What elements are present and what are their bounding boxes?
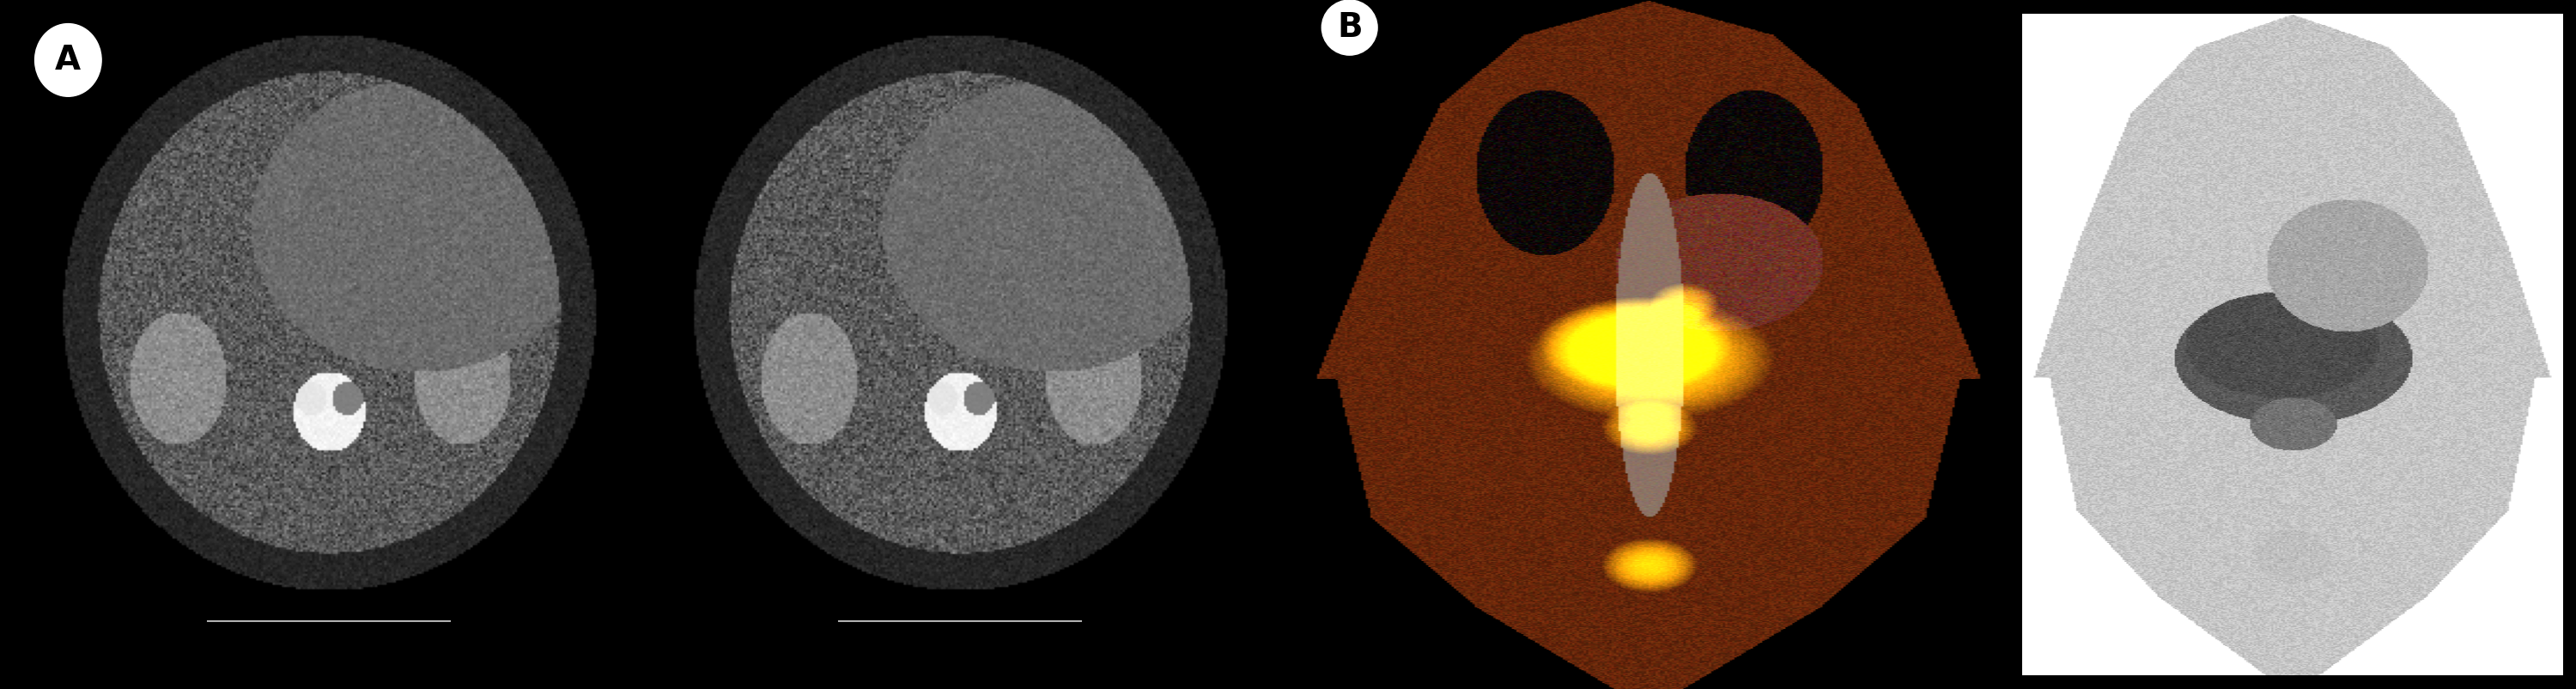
Circle shape: [1321, 0, 1378, 55]
Circle shape: [36, 23, 100, 96]
Text: A: A: [54, 44, 80, 76]
Text: B: B: [1337, 11, 1363, 44]
